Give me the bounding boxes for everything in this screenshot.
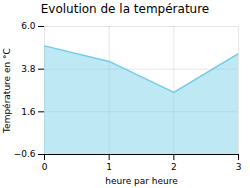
svg-text:6.0: 6.0: [21, 21, 36, 31]
svg-text:2: 2: [171, 162, 177, 172]
svg-text:1: 1: [106, 162, 112, 172]
svg-text:Température en °C: Température en °C: [2, 48, 12, 134]
svg-text:1.6: 1.6: [21, 107, 36, 117]
svg-text:3.8: 3.8: [21, 64, 36, 74]
svg-text:heure par heure: heure par heure: [105, 176, 178, 186]
html-text:Evolution de la température: Evolution de la température: [40, 2, 210, 16]
svg-text:0: 0: [42, 162, 48, 172]
svg-text:3: 3: [236, 162, 242, 172]
svg-text:−0.6: −0.6: [14, 149, 36, 159]
